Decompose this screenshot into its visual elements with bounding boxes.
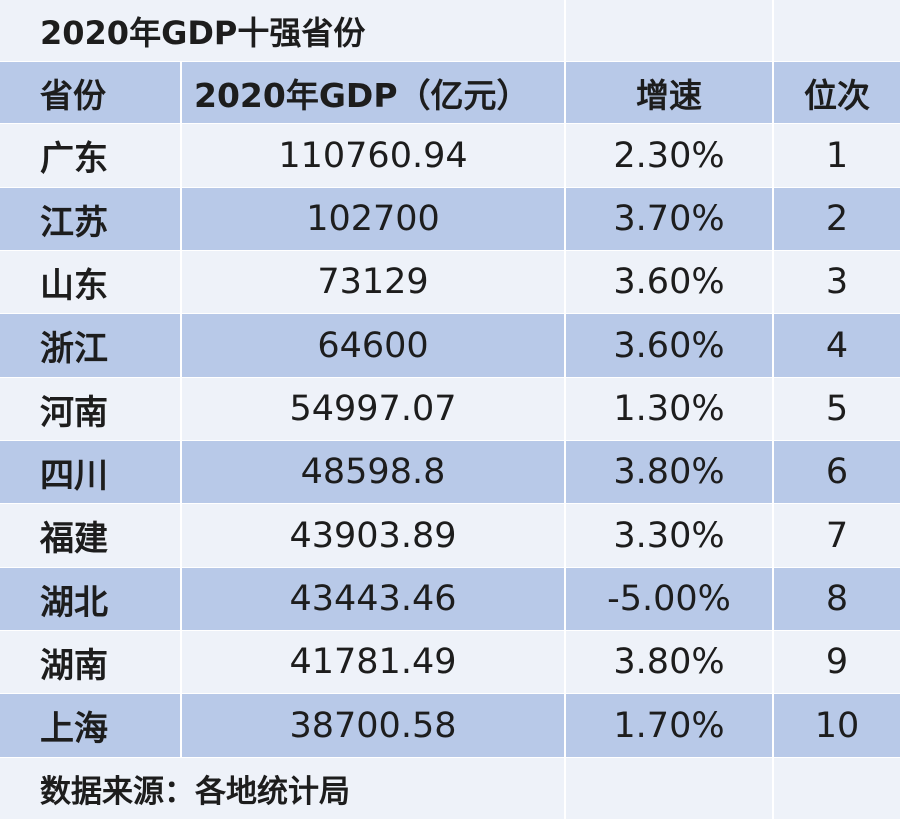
header-province: 省份 (0, 62, 182, 123)
table-row: 湖南 41781.49 3.80% 9 (0, 631, 900, 694)
growth-cell: 3.80% (566, 441, 774, 503)
province-cell: 江苏 (0, 188, 182, 250)
province-cell: 山东 (0, 251, 182, 313)
province-cell: 湖北 (0, 568, 182, 630)
rank-cell: 2 (825, 199, 849, 239)
province-cell: 四川 (0, 441, 182, 503)
province-cell: 福建 (0, 504, 182, 567)
rank-cell: 3 (825, 262, 849, 302)
table-row: 广东 110760.94 2.30% 1 (0, 124, 900, 188)
gdp-cell: 48598.8 (182, 441, 566, 503)
rank-cell: 9 (825, 642, 849, 682)
rank-cell: 10 (814, 705, 860, 746)
growth-cell: -5.00% (566, 568, 774, 630)
source-note: 数据来源：各地统计局 (0, 758, 566, 819)
rank-cell: 4 (825, 325, 849, 366)
growth-cell: 3.60% (566, 251, 774, 313)
province-cell: 湖南 (0, 631, 182, 693)
province-cell: 浙江 (0, 314, 182, 377)
empty-cell (774, 0, 900, 61)
growth-cell: 1.30% (566, 378, 774, 440)
growth-cell: 3.30% (566, 504, 774, 567)
province-cell: 广东 (0, 124, 182, 187)
growth-cell: 3.60% (566, 314, 774, 377)
rank-cell: 8 (825, 579, 849, 619)
table-row: 山东 73129 3.60% 3 (0, 251, 900, 314)
table-row: 上海 38700.58 1.70% 10 (0, 694, 900, 758)
growth-cell: 3.80% (566, 631, 774, 693)
header-growth: 增速 (566, 62, 774, 123)
gdp-cell: 102700 (182, 188, 566, 250)
empty-cell (566, 0, 774, 61)
rank-cell: 5 (825, 389, 849, 429)
growth-cell: 2.30% (566, 124, 774, 187)
table-row: 河南 54997.07 1.30% 5 (0, 378, 900, 441)
gdp-cell: 43903.89 (182, 504, 566, 567)
header-row: 省份 2020年GDP（亿元） 增速 位次 (0, 62, 900, 124)
header-rank: 位次 (804, 75, 870, 115)
gdp-cell: 54997.07 (182, 378, 566, 440)
footer-row: 数据来源：各地统计局 (0, 758, 900, 819)
rank-cell: 6 (825, 452, 849, 492)
province-cell: 河南 (0, 378, 182, 440)
gdp-cell: 64600 (182, 314, 566, 377)
growth-cell: 3.70% (566, 188, 774, 250)
table-row: 四川 48598.8 3.80% 6 (0, 441, 900, 504)
empty-cell (774, 758, 900, 819)
table-title: 2020年GDP十强省份 (0, 0, 566, 61)
table-row: 福建 43903.89 3.30% 7 (0, 504, 900, 568)
empty-cell (566, 758, 774, 819)
rank-cell: 7 (825, 515, 849, 556)
gdp-cell: 43443.46 (182, 568, 566, 630)
growth-cell: 1.70% (566, 694, 774, 757)
header-gdp: 2020年GDP（亿元） (182, 62, 566, 123)
table-row: 浙江 64600 3.60% 4 (0, 314, 900, 378)
rank-cell: 1 (825, 135, 849, 176)
province-cell: 上海 (0, 694, 182, 757)
table-row: 湖北 43443.46 -5.00% 8 (0, 568, 900, 631)
table-row: 江苏 102700 3.70% 2 (0, 188, 900, 251)
gdp-cell: 110760.94 (182, 124, 566, 187)
gdp-cell: 41781.49 (182, 631, 566, 693)
gdp-cell: 38700.58 (182, 694, 566, 757)
title-row: 2020年GDP十强省份 (0, 0, 900, 62)
gdp-cell: 73129 (182, 251, 566, 313)
